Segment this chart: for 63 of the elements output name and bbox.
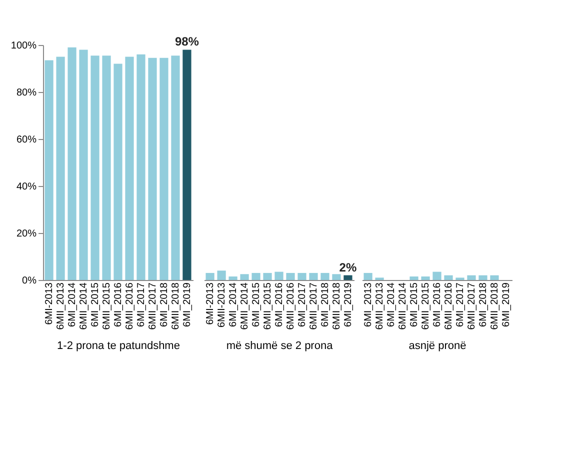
x-axis-title: më shumë se 2 prona	[226, 340, 334, 352]
x-tick-label: 6MI_2017	[296, 282, 308, 327]
data-label: 98%	[174, 34, 200, 49]
x-tick-label: 6MII_2018	[489, 282, 500, 330]
x-tick-label: 6MI_2017	[454, 282, 466, 327]
bar	[114, 64, 122, 280]
x-tick-label: 6MI_2016	[274, 282, 285, 327]
x-tick-label: 6MI_2017	[136, 282, 147, 327]
bar	[102, 56, 111, 280]
x-tick-label: 6MI_2018	[478, 282, 489, 327]
x-tick-label: 6MII_2015	[102, 282, 113, 330]
y-tick-label: 60%	[16, 134, 37, 146]
x-tick-label: 6MI_2019	[342, 282, 354, 327]
x-tick-label: 6MII_2015	[262, 282, 274, 330]
y-tick-label: 20%	[16, 228, 37, 240]
x-tick-label: 6MII_2017	[466, 282, 478, 330]
x-tick-label: 6MII_2018	[170, 282, 182, 330]
x-tick-label: 6MI_2015	[409, 282, 420, 327]
x-tick-label: 6MII_2017	[147, 282, 158, 330]
x-tick-label: 6MII_2017	[308, 282, 320, 330]
x-axis-title: asnjë pronë	[408, 340, 466, 352]
x-tick-label: 6MI-2013	[44, 282, 56, 325]
x-tick-label: 6MI_2014	[67, 282, 78, 327]
x-tick-label: 6MI_2018	[320, 282, 331, 327]
x-tick-label: 6MI_2018	[158, 282, 170, 327]
bar	[148, 58, 157, 280]
bar	[56, 56, 65, 280]
x-tick-label: 6MII_2013	[374, 282, 386, 330]
y-tick-label: 0%	[22, 276, 37, 286]
x-tick-label: 6MII_2016	[443, 282, 454, 330]
bar	[171, 56, 180, 280]
x-tick-label: 6MI_2014	[228, 282, 240, 327]
x-tick-label: 6MI_2019	[500, 282, 512, 327]
x-tick-label: 6MI_2016	[432, 282, 443, 327]
y-tick-label: 100%	[10, 40, 37, 52]
x-tick-label: 6MI_2016	[113, 282, 124, 327]
x-tick-label: 6MII_2014	[398, 282, 409, 330]
x-tick-label: 6MII-2013	[216, 282, 228, 328]
x-axis-title: 1-2 prona te patundshme	[57, 340, 180, 352]
x-tick-label: 6MII_2013	[56, 282, 67, 330]
bar	[136, 54, 146, 280]
x-tick-label: 6MII_2016	[124, 282, 136, 330]
bar	[90, 56, 100, 280]
x-tick-label: 6MI-2013	[205, 282, 216, 325]
x-tick-label: 6MII_2016	[285, 282, 296, 330]
bar	[44, 60, 54, 280]
bar	[182, 50, 192, 280]
x-tick-label: 6MI_2013	[363, 282, 374, 327]
y-tick-label: 80%	[16, 88, 37, 98]
x-tick-label: 6MI_2019	[182, 282, 193, 327]
bar	[68, 47, 76, 280]
x-tick-label: 6MII_2018	[331, 282, 342, 330]
x-tick-label: 6MI_2014	[386, 282, 398, 327]
x-tick-label: 6MII_2015	[420, 282, 432, 330]
x-tick-label: 6MII_2014	[78, 282, 90, 330]
y-tick-label: 40%	[16, 182, 37, 192]
bar	[160, 58, 168, 280]
x-tick-label: 6MI_2015	[251, 282, 262, 327]
bar	[79, 50, 88, 280]
data-label: 2%	[339, 260, 357, 274]
x-tick-label: 6MI_2015	[90, 282, 102, 327]
bar	[125, 56, 134, 280]
x-tick-label: 6MII_2014	[240, 282, 251, 330]
